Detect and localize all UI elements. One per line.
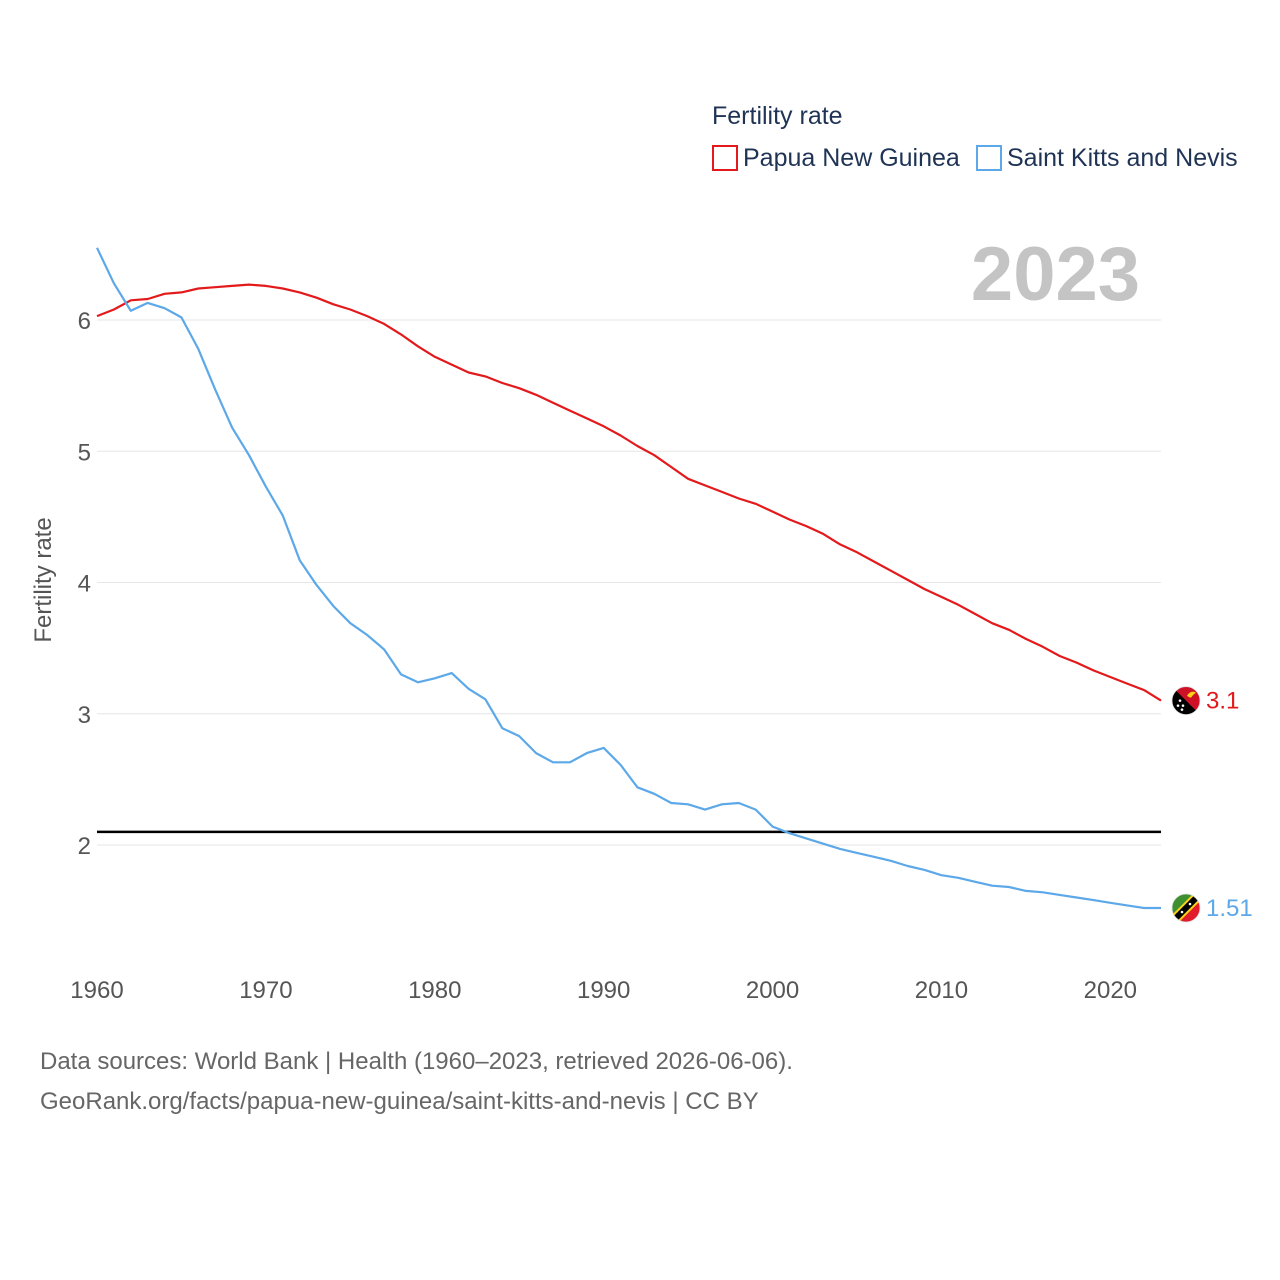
legend: Fertility rate Papua New Guinea Saint Ki… [712,102,1238,172]
x-tick-label: 2010 [915,977,968,1004]
x-tick-label: 1980 [408,977,461,1004]
y-axis-ticks: 2 3 4 5 6 [78,308,91,860]
y-tick-label: 4 [78,571,91,598]
x-tick-label: 2020 [1084,977,1137,1004]
x-tick-label: 1970 [239,977,292,1004]
x-tick-label: 1990 [577,977,630,1004]
series-line-saint-kitts-and-nevis [96,247,1161,910]
grid-lines [97,319,1161,846]
end-value-label-papua-new-guinea: 3.1 [1206,688,1239,715]
legend-title: Fertility rate [712,102,843,130]
legend-item-saint-kitts-and-nevis[interactable]: Saint Kitts and Nevis [976,144,1238,172]
x-axis-ticks: 1960 1970 1980 1990 2000 2010 2020 [70,977,1137,1004]
y-tick-label: 2 [78,833,91,860]
x-tick-label: 1960 [70,977,123,1004]
year-label: 2023 [971,232,1140,317]
y-tick-label: 3 [78,702,91,729]
source-line-1: Data sources: World Bank | Health (1960–… [40,1048,793,1075]
legend-swatch-papua-new-guinea [712,145,738,171]
y-tick-label: 6 [78,308,91,335]
series-endpoints: 3.1 1.51 [1171,686,1253,923]
series-lines [96,247,1162,910]
legend-swatch-saint-kitts-and-nevis [976,145,1002,171]
end-value-label-saint-kitts-and-nevis: 1.51 [1206,895,1253,922]
legend-label-saint-kitts-and-nevis: Saint Kitts and Nevis [1007,144,1238,172]
y-tick-label: 5 [78,439,91,466]
y-axis-label: Fertility rate [30,517,57,642]
legend-label-papua-new-guinea: Papua New Guinea [743,144,960,172]
legend-item-papua-new-guinea[interactable]: Papua New Guinea [712,144,960,172]
saint-kitts-and-nevis-flag-icon [1171,893,1201,923]
series-line-papua-new-guinea [96,283,1162,702]
source-line-2: GeoRank.org/facts/papua-new-guinea/saint… [40,1088,759,1115]
papua-new-guinea-flag-icon [1171,686,1201,716]
source-note: Data sources: World Bank | Health (1960–… [40,1042,793,1122]
x-tick-label: 2000 [746,977,799,1004]
